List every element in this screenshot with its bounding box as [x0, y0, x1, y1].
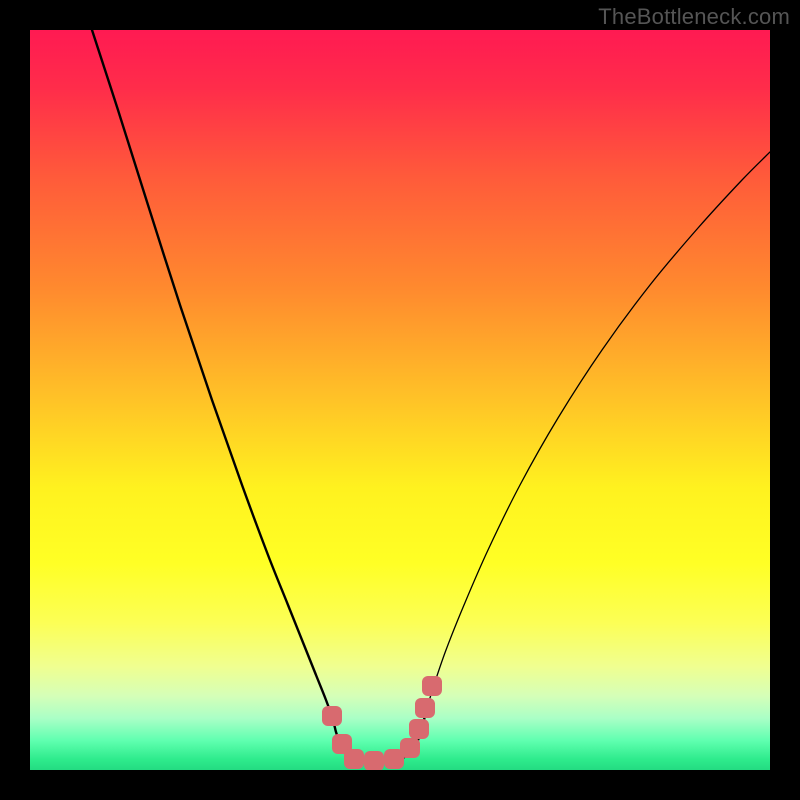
marker-point — [409, 719, 429, 739]
marker-point — [400, 738, 420, 758]
bottleneck-chart — [0, 0, 800, 800]
marker-point — [422, 676, 442, 696]
marker-point — [322, 706, 342, 726]
marker-point — [415, 698, 435, 718]
marker-point — [364, 751, 384, 771]
chart-frame: TheBottleneck.com — [0, 0, 800, 800]
marker-point — [344, 749, 364, 769]
plot-background — [30, 30, 770, 770]
watermark-text: TheBottleneck.com — [598, 4, 790, 30]
